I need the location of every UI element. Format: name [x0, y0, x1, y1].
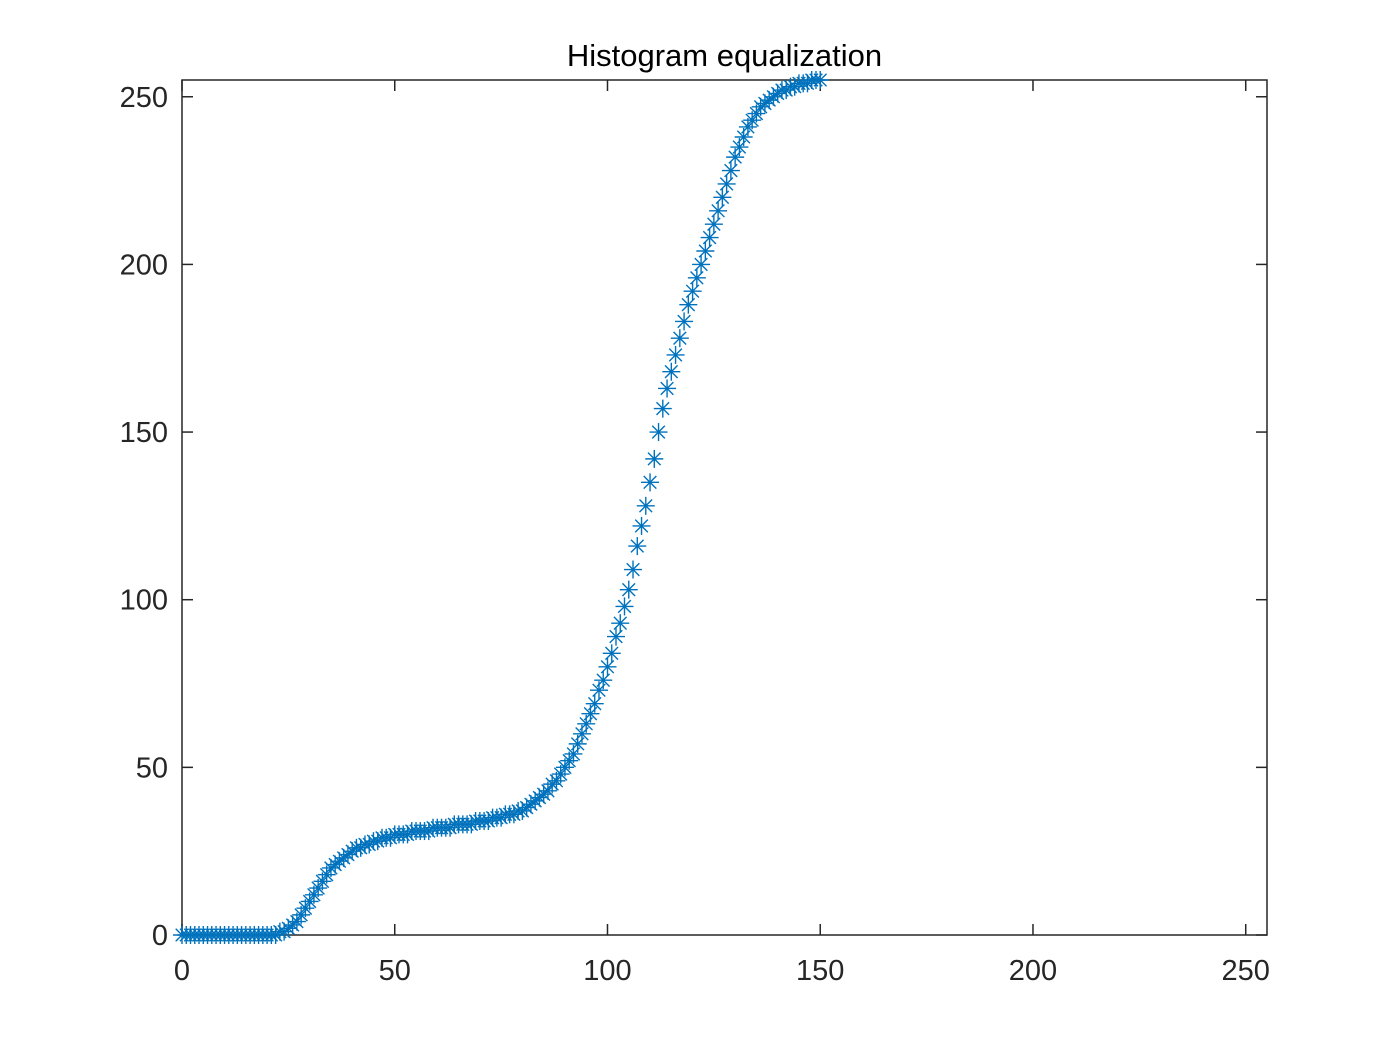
data-point	[632, 516, 651, 535]
data-point	[628, 537, 647, 556]
data-point	[666, 345, 685, 364]
data-series	[173, 71, 830, 944]
data-point	[607, 627, 625, 646]
y-tick-label: 50	[136, 752, 168, 784]
x-tick-labels: 0 50 100 150 200 250	[174, 955, 1270, 987]
x-tick-label: 100	[583, 955, 631, 987]
data-point	[645, 449, 664, 468]
data-point	[649, 423, 668, 442]
data-point	[598, 657, 617, 676]
data-point	[585, 694, 604, 713]
axes-box	[181, 79, 1268, 936]
data-point	[611, 614, 630, 633]
y-tick-label: 0	[152, 920, 168, 952]
data-point	[692, 255, 711, 274]
data-point	[721, 161, 740, 180]
data-point	[641, 473, 660, 492]
data-point	[615, 597, 634, 616]
data-point	[675, 312, 694, 331]
data-point	[658, 379, 677, 398]
y-tick-label: 250	[120, 82, 168, 114]
data-point	[602, 644, 621, 663]
data-point	[653, 399, 672, 418]
data-point	[594, 671, 613, 690]
x-tick-label: 250	[1222, 955, 1270, 987]
x-tick-label: 200	[1009, 955, 1057, 987]
data-point	[619, 580, 638, 599]
y-tick-labels: 0 50 100 150 200 250	[120, 82, 168, 952]
data-point	[662, 362, 681, 381]
x-tick-label: 150	[796, 955, 844, 987]
y-tick-label: 200	[120, 249, 168, 281]
data-point	[704, 215, 723, 234]
data-point	[687, 268, 706, 287]
data-point	[696, 242, 715, 260]
data-point	[624, 560, 643, 579]
x-tick-label: 0	[174, 955, 190, 987]
data-point	[547, 771, 566, 790]
data-point	[713, 188, 732, 207]
data-point	[636, 496, 655, 515]
data-point	[717, 174, 736, 193]
data-point	[670, 329, 689, 348]
x-tick-label: 50	[379, 955, 411, 987]
chart-title: Histogram equalization	[567, 38, 882, 73]
data-point	[709, 201, 728, 220]
y-tick-label: 150	[120, 417, 168, 449]
data-point	[679, 295, 698, 314]
plot-area	[181, 79, 1268, 936]
data-point	[811, 71, 830, 89]
y-tick-label: 100	[120, 585, 168, 617]
data-point	[683, 282, 702, 301]
data-point	[700, 228, 719, 247]
